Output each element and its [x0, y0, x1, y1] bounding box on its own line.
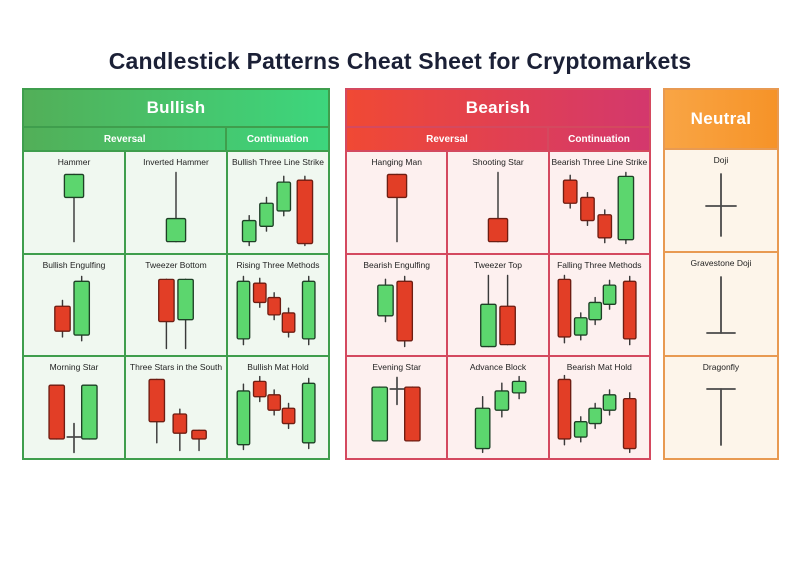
bearish-subheader-row: Reversal Continuation: [347, 128, 649, 150]
pattern-diagram-bearish-three-line-strike: [563, 171, 635, 245]
pattern-label: Bullish Three Line Strike: [232, 157, 324, 167]
pattern-label: Bearish Engulfing: [363, 259, 430, 270]
pattern-diagram-tweezer-bottom: [158, 278, 194, 349]
pattern-label: Hammer: [57, 157, 91, 167]
pattern-cell-inverted-hammer: Inverted Hammer: [126, 152, 226, 253]
pattern-diagram-doji: [705, 173, 737, 237]
pattern-label: Hanging Man: [371, 157, 422, 167]
pattern-diagram-advance-block: [474, 376, 527, 454]
pattern-cell-bearish-three-line-strike: Bearish Three Line Strike: [549, 152, 649, 253]
pattern-diagram-bearish-engulfing: [376, 275, 413, 347]
pattern-cell-bullish-three-line-strike: Bullish Three Line Strike: [228, 152, 328, 253]
page-title: Candlestick Patterns Cheat Sheet for Cry…: [108, 48, 692, 74]
pattern-diagram-evening-star: [371, 376, 421, 442]
pattern-label: Bullish Mat Hold: [247, 362, 309, 373]
pattern-diagram-morning-star: [48, 384, 98, 454]
pattern-label: Rising Three Methods: [236, 259, 320, 270]
pattern-label: Falling Three Methods: [557, 259, 642, 270]
cheat-sheet: Candlestick Patterns Cheat Sheet for Cry…: [0, 48, 800, 460]
pattern-diagram-gravestone-doji: [706, 276, 736, 335]
divider: [347, 126, 649, 128]
column-header-continuation: Continuation: [568, 133, 630, 145]
pattern-cell-hanging-man: Hanging Man: [347, 152, 447, 253]
pattern-cell-tweezer-top: Tweezer Top: [448, 254, 548, 356]
column-header-continuation: Continuation: [246, 133, 309, 145]
pattern-diagram-falling-three-methods: [557, 274, 637, 346]
pattern-label: Shooting Star: [472, 157, 524, 167]
pattern-cell-falling-three-methods: Falling Three Methods: [549, 254, 649, 356]
pattern-label: Inverted Hammer: [143, 157, 209, 167]
pattern-cell-bullish-engulfing: Bullish Engulfing: [24, 254, 124, 356]
divider: [225, 128, 228, 150]
bullish-panel-title: Bullish: [24, 90, 328, 126]
pattern-label: Tweezer Bottom: [145, 259, 207, 270]
pattern-cell-tweezer-bottom: Tweezer Bottom: [126, 254, 226, 356]
bullish-subheader-row: Reversal Continuation: [24, 128, 328, 150]
pattern-diagram-tweezer-top: [480, 274, 516, 347]
pattern-cell-three-stars-in-the-south: Three Stars in the South: [126, 357, 226, 458]
pattern-diagram-inverted-hammer: [165, 171, 187, 243]
pattern-label: Doji: [713, 155, 729, 165]
pattern-label: Morning Star: [49, 362, 99, 373]
pattern-cell-doji: Doji: [665, 150, 777, 252]
column-header-reversal: Reversal: [103, 133, 146, 145]
pattern-diagram-hammer: [63, 173, 85, 243]
pattern-diagram-rising-three-methods: [236, 275, 316, 346]
pattern-label: Dragonfly: [702, 361, 740, 372]
pattern-label: Gravestone Doji: [690, 258, 752, 269]
bullish-panel: Bullish Reversal Continuation Hammer Inverte…: [22, 88, 330, 460]
neutral-panel: Neutral Doji Gravestone Doji Dragonfly: [663, 88, 779, 460]
pattern-cell-advance-block: Advance Block: [448, 357, 548, 458]
pattern-label: Three Stars in the South: [129, 362, 223, 373]
pattern-diagram-three-stars-in-the-south: [148, 379, 207, 452]
bearish-pattern-grid: Hanging Man Shooting Star Bearish Three Li…: [347, 152, 649, 458]
divider: [24, 126, 328, 128]
bullish-pattern-grid: Hammer Inverted Hammer Bullish Three Line …: [24, 152, 328, 458]
pattern-label: Tweezer Top: [473, 259, 523, 270]
pattern-cell-rising-three-methods: Rising Three Methods: [228, 254, 328, 356]
pattern-cell-hammer: Hammer: [24, 152, 124, 253]
pattern-diagram-hanging-man: [386, 173, 407, 243]
pattern-cell-bearish-engulfing: Bearish Engulfing: [347, 254, 447, 356]
divider: [347, 150, 649, 152]
divider: [547, 128, 549, 150]
pattern-diagram-bullish-mat-hold: [236, 376, 316, 451]
divider: [665, 148, 777, 150]
bearish-panel-title: Bearish: [347, 90, 649, 126]
pattern-cell-morning-star: Morning Star: [24, 357, 124, 458]
pattern-cell-bearish-mat-hold: Bearish Mat Hold: [549, 357, 649, 458]
neutral-panel-title: Neutral: [665, 90, 777, 148]
pattern-diagram-bullish-three-line-strike: [241, 175, 314, 247]
pattern-cell-dragonfly: Dragonfly: [665, 356, 777, 458]
bearish-panel: Bearish Reversal Continuation Hanging Man Sh…: [345, 88, 651, 460]
panels-container: Bullish Reversal Continuation Hammer Inverte…: [0, 88, 800, 460]
pattern-label: Bearish Three Line Strike: [551, 157, 648, 167]
pattern-diagram-shooting-star: [487, 171, 509, 243]
pattern-cell-evening-star: Evening Star: [347, 357, 447, 458]
divider: [24, 150, 328, 152]
pattern-diagram-bullish-engulfing: [54, 275, 91, 342]
pattern-cell-shooting-star: Shooting Star: [448, 152, 548, 253]
pattern-diagram-dragonfly: [706, 387, 736, 446]
pattern-diagram-bearish-mat-hold: [557, 375, 637, 454]
pattern-cell-gravestone-doji: Gravestone Doji: [665, 253, 777, 355]
pattern-label: Bearish Mat Hold: [566, 362, 632, 373]
pattern-cell-bullish-mat-hold: Bullish Mat Hold: [228, 357, 328, 458]
neutral-pattern-grid: Doji Gravestone Doji Dragonfly: [665, 150, 777, 458]
pattern-label: Advance Block: [469, 362, 527, 373]
pattern-label: Evening Star: [372, 362, 421, 373]
column-header-reversal: Reversal: [426, 133, 468, 145]
pattern-label: Bullish Engulfing: [42, 259, 106, 270]
